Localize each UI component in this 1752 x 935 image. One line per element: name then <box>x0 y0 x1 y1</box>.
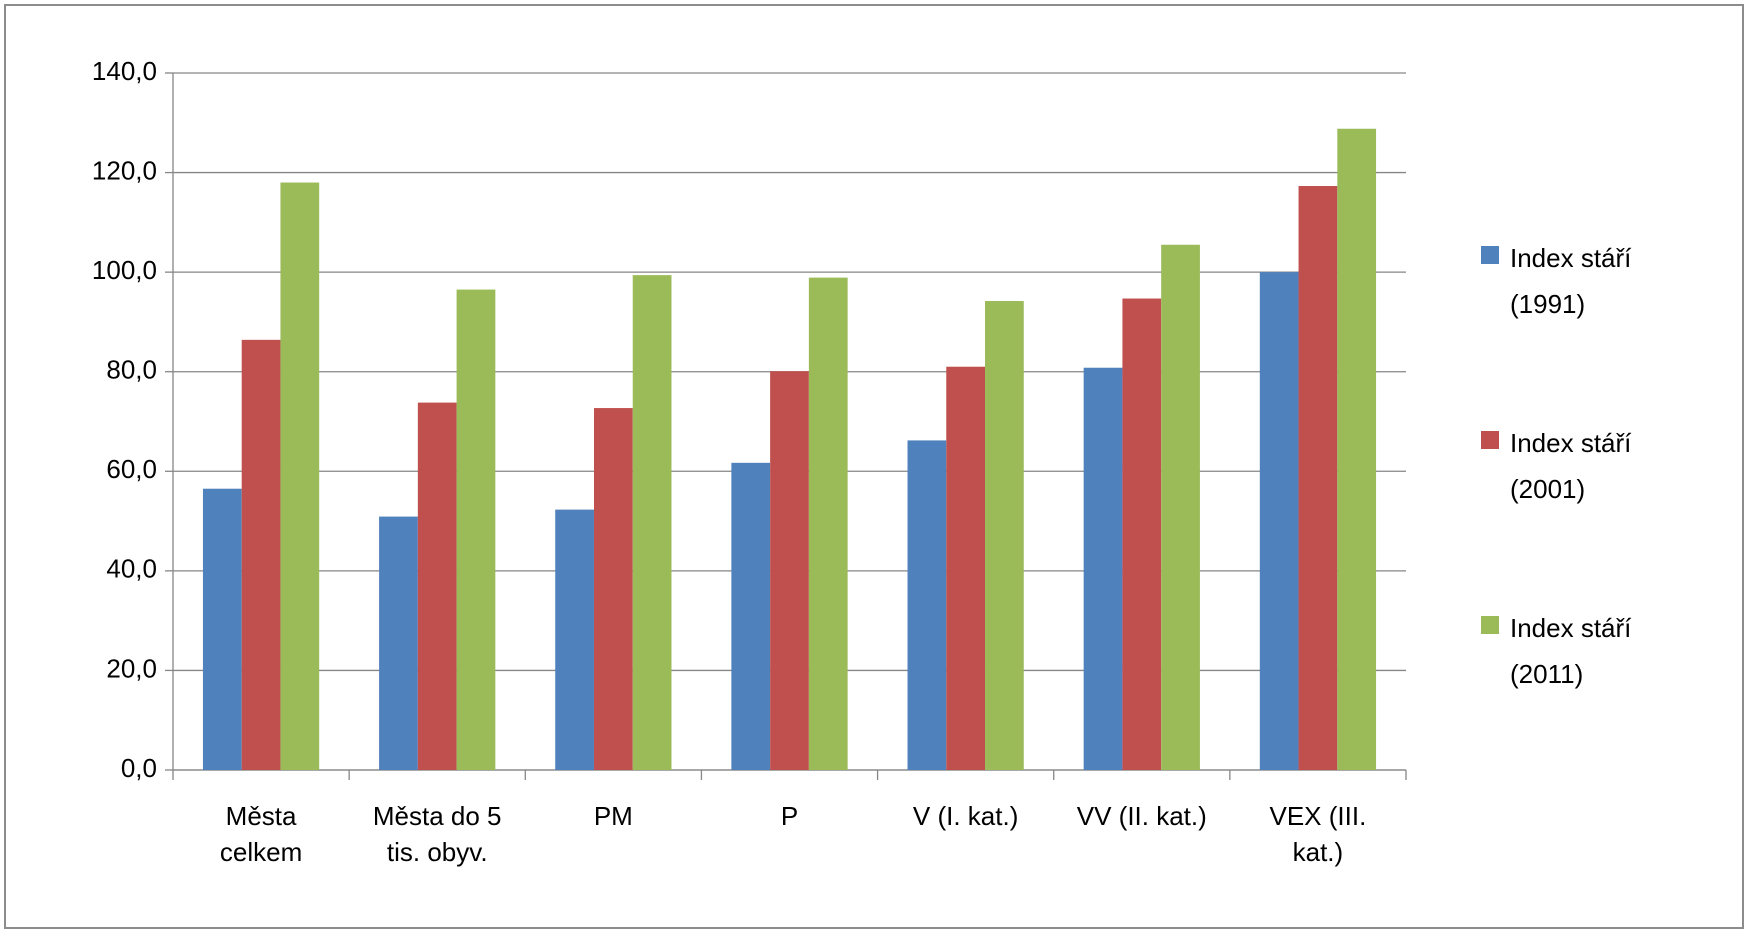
bar <box>1161 244 1200 770</box>
bar <box>202 488 242 770</box>
legend-label: Index stáří (1991) <box>1510 243 1632 319</box>
bar <box>456 289 496 770</box>
x-tick-label: V (I. kat.) <box>912 801 1019 831</box>
x-tick-label: Města celkem <box>219 801 303 867</box>
y-tick-label: 60,0 <box>106 454 157 484</box>
bar <box>770 371 809 770</box>
bar <box>241 339 281 770</box>
x-tick-label: VEX (III. kat.) <box>1269 801 1367 867</box>
y-tick-label: 100,0 <box>92 255 157 285</box>
bar <box>593 408 633 770</box>
y-tick-label: 40,0 <box>106 554 157 584</box>
bar <box>731 462 771 770</box>
chart-frame <box>4 4 1744 929</box>
bar <box>379 516 418 770</box>
legend-swatch <box>1481 616 1499 634</box>
x-tick-label: Města do 5 tis. obyv. <box>372 801 502 867</box>
bar <box>1122 298 1162 770</box>
bar <box>985 301 1024 770</box>
bar <box>808 277 848 770</box>
bar <box>555 509 594 770</box>
bar <box>417 402 457 770</box>
bar <box>946 366 986 770</box>
bar <box>1083 367 1123 770</box>
bar <box>280 182 320 770</box>
bar <box>907 440 947 770</box>
x-tick-label: PM <box>593 801 633 831</box>
legend-swatch <box>1481 246 1499 264</box>
y-tick-label: 20,0 <box>106 653 157 683</box>
bar <box>1337 128 1377 770</box>
y-tick-label: 140,0 <box>92 56 157 86</box>
y-tick-label: 80,0 <box>106 355 157 385</box>
bar <box>1298 186 1338 771</box>
legend-label: Index stáří (2011) <box>1510 613 1632 689</box>
legend-label: Index stáří (2001) <box>1510 428 1632 504</box>
y-tick-label: 120,0 <box>92 155 157 185</box>
y-tick-label: 0,0 <box>121 753 157 783</box>
x-tick-label: VV (II. kat.) <box>1076 801 1207 831</box>
x-tick-label: P <box>780 801 799 831</box>
bar <box>1259 272 1299 770</box>
legend-swatch <box>1481 431 1499 449</box>
bar <box>632 275 672 770</box>
